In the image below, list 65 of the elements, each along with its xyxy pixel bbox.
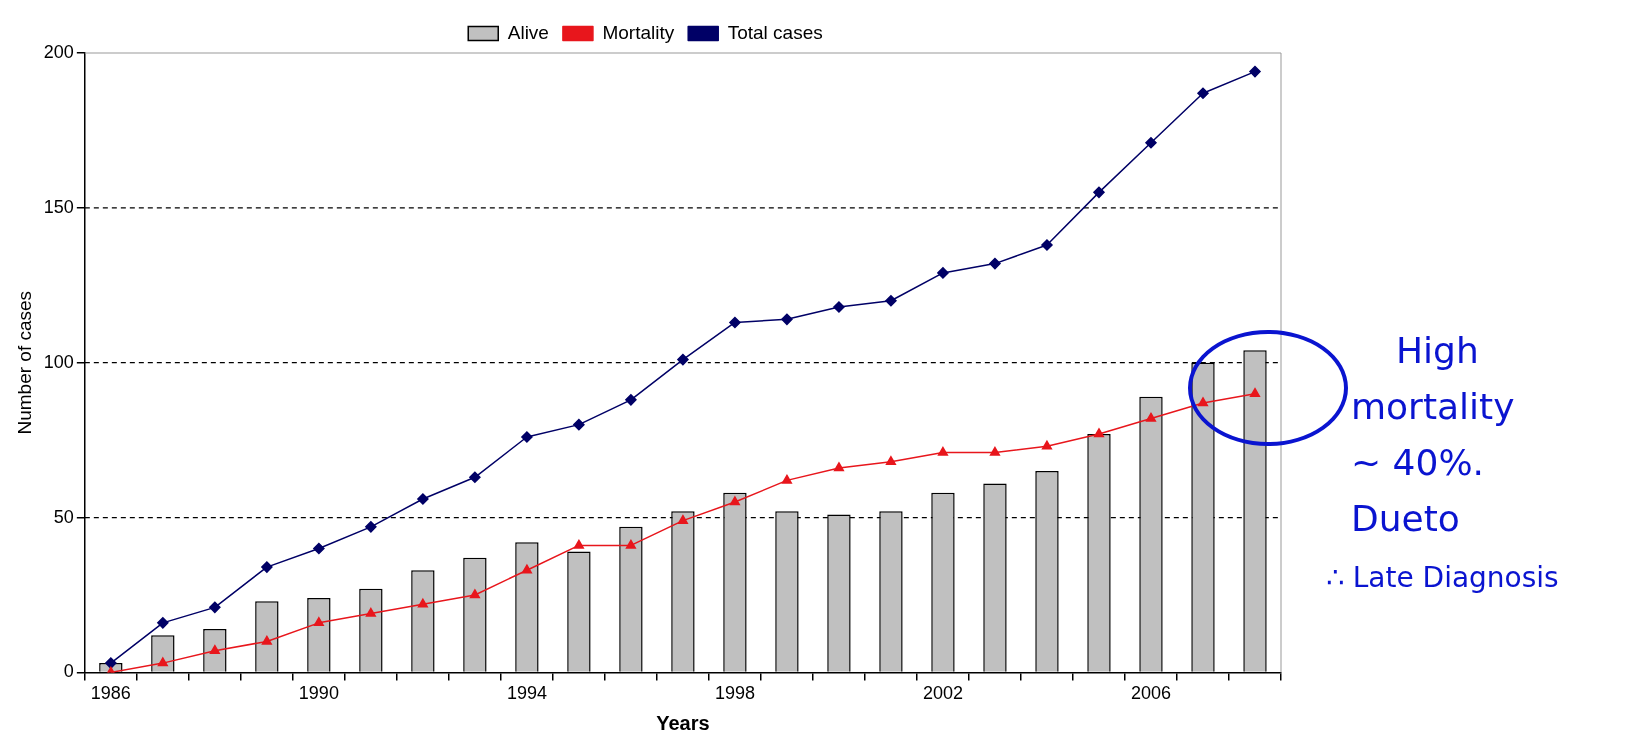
- y-tick-label: 0: [63, 661, 74, 682]
- y-tick-label: 100: [43, 351, 74, 372]
- y-tick-label: 200: [43, 41, 74, 62]
- point: [313, 542, 325, 555]
- point: [937, 446, 949, 456]
- y-axis-title: Number of cases: [13, 290, 35, 435]
- point: [729, 496, 740, 506]
- point: [1041, 440, 1053, 450]
- text: ~ 40%.: [1351, 442, 1485, 483]
- point: [781, 474, 793, 484]
- point: [573, 418, 585, 431]
- text: ∴ Late Diagnosis: [1326, 561, 1559, 594]
- point: [1145, 412, 1157, 422]
- text: mortality: [1351, 386, 1515, 427]
- point: [729, 316, 741, 329]
- point: [157, 657, 168, 667]
- point: [1093, 428, 1105, 438]
- point: [261, 635, 272, 645]
- point: [677, 514, 688, 524]
- point: [157, 617, 169, 629]
- text: High: [1396, 330, 1479, 371]
- x-tick-label: 1986: [90, 683, 131, 704]
- point: [677, 353, 689, 366]
- point: [469, 471, 481, 484]
- legend-label: Total cases: [727, 21, 823, 43]
- point: [1197, 397, 1209, 407]
- point: [1197, 87, 1209, 100]
- point: [1041, 239, 1053, 251]
- x-tick-label: 2002: [922, 683, 963, 704]
- point: [417, 598, 428, 608]
- point: [365, 521, 377, 533]
- x-tick-label: 1994: [506, 683, 547, 704]
- point: [469, 589, 480, 599]
- point: [313, 617, 324, 627]
- point: [781, 313, 793, 326]
- legend-label: Alive: [507, 21, 549, 43]
- point: [989, 446, 1001, 456]
- point: [573, 539, 584, 549]
- point: [521, 564, 532, 574]
- text: Dueto: [1351, 498, 1460, 539]
- y-tick-label: 150: [43, 196, 74, 217]
- point: [521, 431, 533, 443]
- point: [365, 607, 376, 617]
- point: [937, 267, 949, 279]
- point: [625, 394, 637, 406]
- point: [885, 456, 897, 466]
- x-axis-title: Years: [656, 711, 710, 734]
- x-tick-label: 2006: [1130, 683, 1172, 704]
- point: [209, 601, 221, 614]
- point: [417, 493, 429, 505]
- point: [833, 301, 845, 313]
- x-tick-label: 1990: [298, 683, 339, 704]
- point: [885, 295, 897, 307]
- point: [1249, 65, 1261, 78]
- point: [105, 657, 117, 669]
- y-tick-label: 50: [53, 506, 74, 527]
- point: [261, 561, 273, 573]
- point: [989, 257, 1001, 270]
- x-tick-label: 1998: [714, 683, 755, 704]
- point: [1093, 186, 1105, 199]
- point: [1145, 137, 1157, 149]
- legend-label: Mortality: [602, 21, 675, 43]
- point: [625, 539, 636, 549]
- point: [1249, 387, 1261, 397]
- point: [833, 462, 845, 472]
